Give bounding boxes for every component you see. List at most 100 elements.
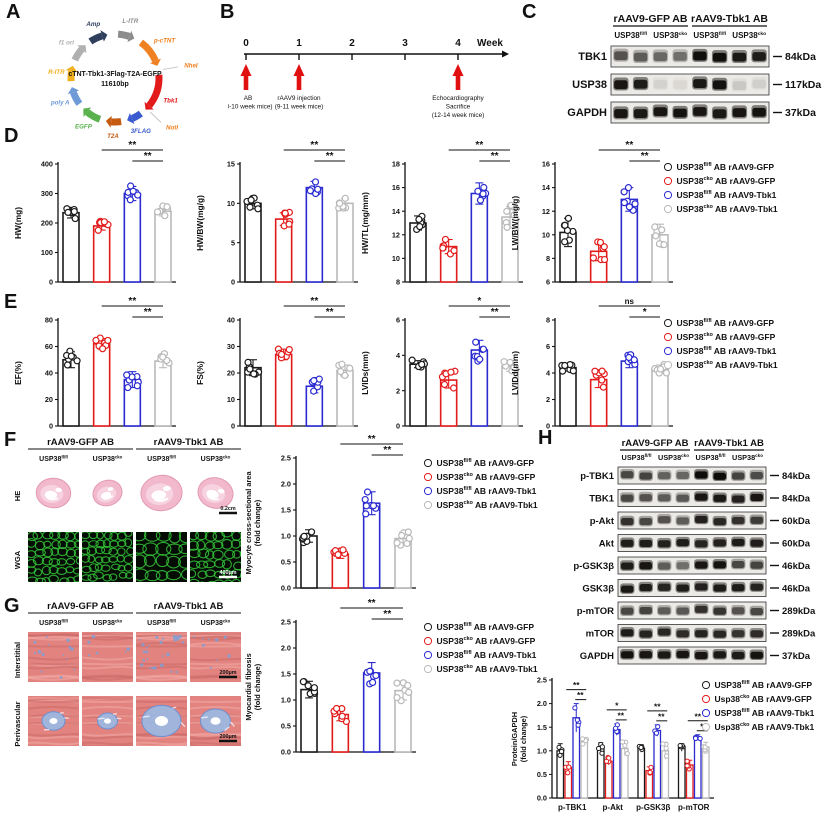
data-point bbox=[598, 367, 606, 375]
legend-label: USP38fl/fl AB rAAV9-GFP bbox=[676, 318, 775, 328]
y-tick-label: 200 bbox=[41, 219, 53, 228]
chart-protein-quant: 0.0 0.5 1.0 1.5 2.0 2.5 Protein/GAPDH(fold cha… bbox=[508, 674, 716, 814]
blot-row-label: p-GSK3β bbox=[573, 561, 614, 572]
band bbox=[713, 539, 726, 547]
kda-label: 289kDa bbox=[782, 629, 816, 640]
legend-label: USP38cko AB rAAV9-GFP bbox=[436, 472, 536, 482]
y-tick-label: 2.0 bbox=[537, 699, 547, 708]
histology-row-label: WGA bbox=[13, 550, 22, 569]
band bbox=[695, 561, 708, 569]
event-label: (12-14 week mice) bbox=[432, 112, 485, 119]
x-category-label: p-mTOR bbox=[678, 803, 710, 812]
band bbox=[732, 538, 745, 547]
legend-item: USP38fl/fl AB rAAV9-GFP bbox=[664, 318, 778, 328]
data-point bbox=[70, 207, 78, 216]
data-point bbox=[334, 551, 342, 559]
segment-arrowhead-icon bbox=[67, 87, 80, 95]
blot-row-label: GAPDH bbox=[567, 107, 607, 119]
y-tick-label: 8 bbox=[546, 316, 550, 325]
data-point bbox=[415, 215, 423, 224]
data-point bbox=[450, 384, 458, 392]
data-point bbox=[653, 730, 660, 736]
band bbox=[750, 471, 763, 480]
band bbox=[732, 495, 745, 503]
data-point bbox=[476, 355, 484, 363]
band bbox=[732, 517, 745, 525]
histology-lane-header: USP38fl/fl bbox=[39, 454, 68, 463]
bar bbox=[596, 747, 605, 799]
y-axis-label: Myocardial fibrosis(fold change) bbox=[244, 653, 262, 720]
band bbox=[752, 79, 766, 89]
band-halo bbox=[675, 469, 690, 481]
y-tick-label: 10 bbox=[227, 395, 235, 404]
band bbox=[750, 583, 763, 591]
data-point bbox=[572, 705, 578, 711]
segment-label: Amp bbox=[85, 21, 100, 28]
week-tick-label: 2 bbox=[349, 38, 355, 49]
band bbox=[713, 472, 726, 480]
data-point bbox=[405, 534, 413, 542]
segment-arrowhead-icon bbox=[144, 101, 154, 110]
blot-strip bbox=[617, 624, 767, 642]
panel-label-a: A bbox=[6, 1, 21, 23]
y-tick-label: 0 bbox=[231, 278, 235, 287]
legend-f: USP38fl/fl AB rAAV9-GFP USP38cko AB rAAV9… bbox=[424, 458, 538, 510]
legend-marker-icon bbox=[424, 501, 432, 509]
data-point bbox=[366, 667, 374, 675]
scale-bar-label: 0.2cm bbox=[220, 506, 235, 512]
data-point bbox=[440, 380, 449, 389]
blot-strip bbox=[610, 73, 770, 96]
legend-label: USP38fl/fl AB rAAV9-Tbk1 bbox=[714, 708, 815, 718]
y-tick-label: 2 bbox=[546, 395, 550, 404]
y-tick-label: 6 bbox=[396, 316, 400, 325]
legend-marker-icon bbox=[424, 651, 432, 659]
legend-marker-icon bbox=[702, 681, 710, 689]
data-point bbox=[339, 546, 347, 554]
significance: *** bbox=[448, 296, 510, 318]
blot-row-label: p-mTOR bbox=[577, 606, 614, 617]
data-point bbox=[277, 350, 286, 359]
band bbox=[752, 107, 766, 117]
band bbox=[639, 651, 652, 659]
data-point bbox=[337, 367, 345, 376]
legend-marker-icon bbox=[702, 723, 710, 731]
chart-hw-bw: 0 5 10 15 HW/BW(mg/g) ** ** bbox=[190, 140, 362, 292]
legend-item: USP38fl/fl AB rAAV9-Tbk1 bbox=[664, 346, 778, 356]
band bbox=[633, 79, 648, 89]
significance-label: ** bbox=[641, 151, 649, 162]
blot-group-header: rAAV9-Tbk1 AB bbox=[694, 438, 764, 449]
data-point bbox=[510, 364, 518, 372]
x-category-label: p-Akt bbox=[603, 803, 624, 812]
significance: ** ** bbox=[340, 434, 403, 456]
band bbox=[732, 52, 747, 62]
legend-h: USP38fl/fl AB rAAV9-GFP Usp38cko AB rAAV9… bbox=[702, 680, 814, 732]
event-label: Echocardiography bbox=[432, 95, 484, 102]
blot-row-label: TBK1 bbox=[578, 51, 607, 63]
data-point bbox=[304, 682, 312, 690]
panel-label-e: E bbox=[4, 291, 18, 313]
legend-item: USP38cko AB rAAV9-Tbk1 bbox=[424, 500, 538, 510]
chart-lvidd: 0 2 4 6 8 LVIDd(mm) ns * bbox=[505, 296, 677, 436]
y-axis-label: Myocyte cross-sectional area(fold change… bbox=[244, 471, 262, 575]
y-tick-label: 8 bbox=[546, 254, 550, 263]
legend-marker-icon bbox=[664, 177, 672, 185]
histology-row-label: HE bbox=[13, 491, 22, 502]
plasmid-segment bbox=[138, 39, 159, 63]
blot-strip bbox=[617, 646, 767, 665]
bar bbox=[693, 736, 702, 799]
significance-label: * bbox=[615, 700, 619, 710]
bar bbox=[336, 202, 354, 283]
segment-label: EGFP bbox=[75, 124, 93, 131]
significance-label: ** bbox=[310, 296, 318, 307]
band bbox=[695, 471, 708, 479]
data-point bbox=[574, 717, 580, 723]
data-point bbox=[479, 345, 488, 353]
y-tick-label: 4 bbox=[546, 369, 551, 378]
panel-label-b: B bbox=[220, 1, 235, 23]
y-tick-label: 1.0 bbox=[281, 532, 291, 541]
band-halo bbox=[731, 78, 748, 92]
band bbox=[693, 107, 707, 116]
plasmid-segment bbox=[130, 110, 143, 122]
